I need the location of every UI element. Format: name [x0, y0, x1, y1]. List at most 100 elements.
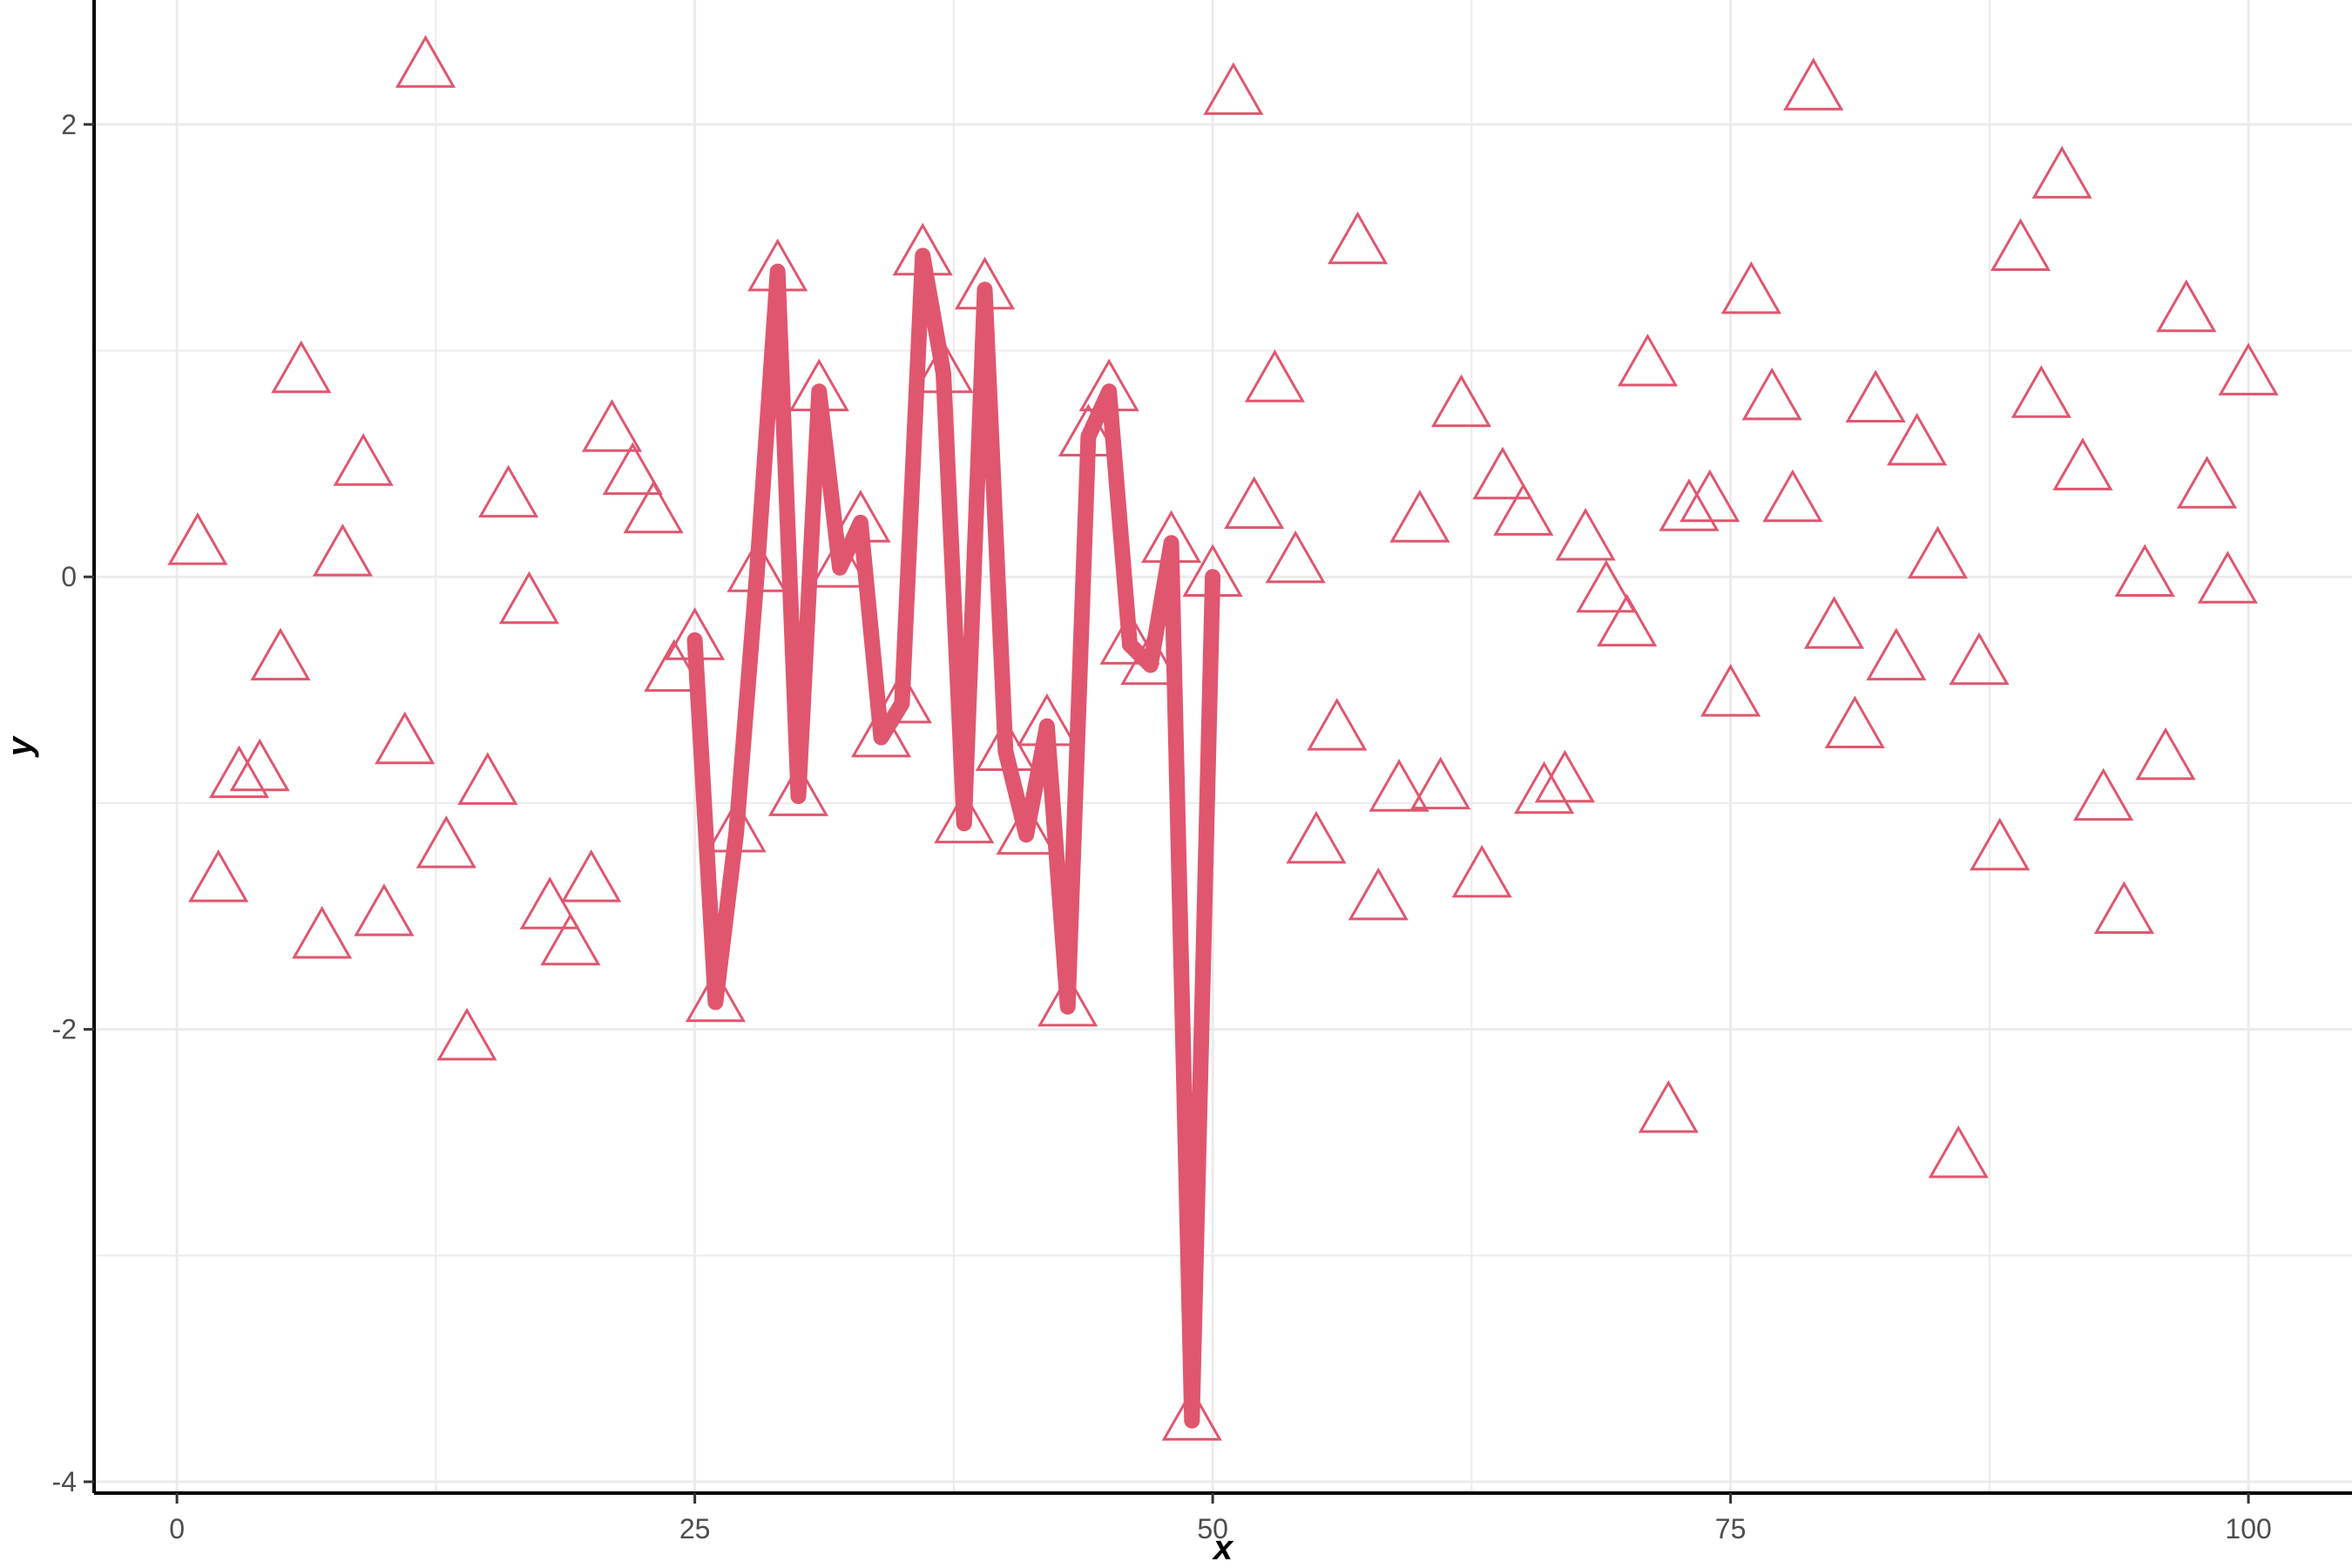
x-tick-label: 0: [169, 1513, 185, 1544]
data-point: [2135, 727, 2196, 781]
data-point: [644, 639, 705, 693]
data-point: [250, 627, 311, 681]
data-point: [1286, 810, 1347, 864]
x-axis-title: x: [1212, 1529, 1234, 1567]
data-point: [2176, 456, 2238, 509]
x-tick-label: 50: [1197, 1513, 1228, 1544]
data-point: [1824, 695, 1885, 748]
data-point: [1389, 490, 1450, 543]
data-point: [1224, 476, 1285, 530]
data-point: [1866, 627, 1927, 681]
y-axis-title: y: [1, 735, 39, 758]
data-point: [1493, 483, 1554, 536]
y-tick-label: -4: [52, 1466, 77, 1497]
data-point: [1472, 446, 1533, 500]
data-point: [1182, 544, 1243, 597]
data-point: [1970, 817, 2031, 871]
data-point: [1307, 698, 1368, 751]
data-point: [1244, 349, 1305, 402]
data-point: [2093, 881, 2154, 934]
data-point: [1638, 1079, 1699, 1133]
data-point: [851, 704, 912, 758]
y-tick-label: -2: [52, 1014, 77, 1045]
data-point: [1990, 218, 2051, 271]
data-point: [1700, 664, 1761, 717]
data-point: [1265, 530, 1326, 584]
data-point: [2031, 145, 2092, 199]
data-point: [954, 256, 1016, 310]
data-point: [395, 35, 456, 88]
data-point: [830, 490, 891, 543]
data-point: [1451, 844, 1512, 898]
data-point: [1617, 333, 1679, 387]
data-point: [581, 399, 643, 452]
data-point: [1430, 374, 1492, 428]
data-point: [1576, 559, 1637, 613]
data-point: [706, 799, 767, 853]
data-point: [519, 876, 580, 929]
data-point: [1741, 367, 1802, 421]
plot-area: 0 25 50 75 100 -4 -2 0 2: [52, 0, 2352, 1544]
data-point: [375, 711, 436, 765]
data-point: [312, 524, 373, 577]
x-tick-label: 100: [2225, 1513, 2271, 1544]
data-point: [892, 222, 953, 276]
data-point: [1203, 62, 1264, 115]
data-point: [1017, 693, 1078, 747]
data-point: [1597, 593, 1658, 647]
data-point: [436, 1007, 497, 1061]
data-point: [934, 790, 995, 844]
data-point: [1907, 525, 1968, 579]
data-point: [1887, 412, 1948, 466]
data-point: [1037, 973, 1098, 1027]
data-point: [2218, 342, 2279, 395]
data-point: [871, 670, 932, 724]
data-point: [913, 340, 974, 394]
data-point: [809, 535, 870, 588]
data-point: [1120, 632, 1181, 686]
data-point: [416, 815, 476, 868]
data-point: [1534, 749, 1595, 803]
data-point: [1659, 478, 1720, 531]
data-point: [2156, 279, 2217, 333]
data-point: [1141, 510, 1202, 564]
data-point: [2197, 551, 2258, 604]
data-point: [271, 340, 332, 394]
data-point: [1783, 57, 1844, 111]
data-point: [2073, 767, 2134, 821]
data-point: [292, 905, 353, 959]
scatter-series: [167, 35, 2279, 1441]
data-point: [1078, 358, 1139, 412]
data-point: [623, 480, 684, 534]
axes: 0 25 50 75 100 -4 -2 0 2: [52, 0, 2352, 1544]
data-point: [996, 801, 1057, 855]
data-point: [478, 464, 539, 518]
data-point: [1328, 211, 1389, 265]
data-point: [727, 539, 787, 592]
grid: [94, 0, 2352, 1493]
data-point: [1410, 756, 1471, 810]
data-point: [1348, 867, 1409, 921]
data-point: [1058, 403, 1119, 456]
data-point: [229, 738, 290, 792]
line-series: [686, 247, 1221, 1429]
y-tick-label: 0: [61, 561, 77, 592]
x-tick-label: 75: [1715, 1513, 1747, 1544]
data-point: [188, 849, 249, 902]
data-point: [561, 849, 622, 902]
data-point: [1928, 1125, 1989, 1179]
data-point: [1720, 260, 1781, 314]
data-point: [2011, 365, 2072, 418]
data-point: [540, 912, 601, 966]
data-point: [333, 433, 394, 486]
data-point: [457, 752, 518, 805]
data-point: [1762, 469, 1823, 523]
data-point: [1949, 632, 2010, 686]
data-point: [767, 763, 829, 816]
data-point: [1680, 469, 1740, 523]
data-point: [1845, 369, 1906, 422]
data-point: [2052, 437, 2113, 490]
x-tick-label: 25: [679, 1513, 711, 1544]
data-point: [1803, 596, 1865, 649]
